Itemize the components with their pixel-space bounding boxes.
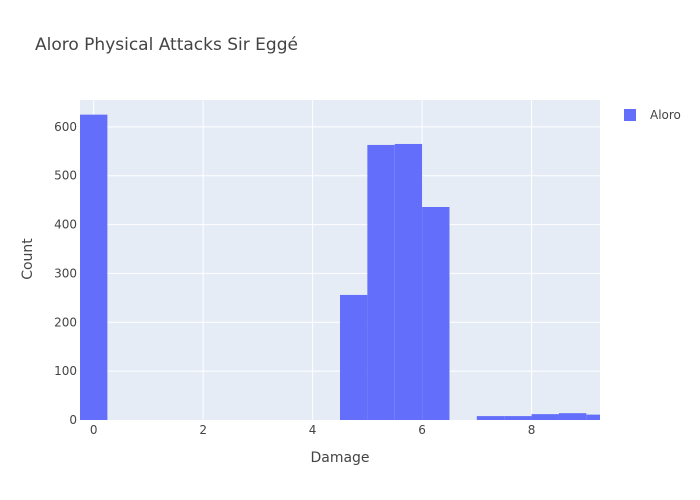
x-axis-title: Damage bbox=[310, 450, 369, 466]
y-tick-label: 0 bbox=[69, 413, 77, 427]
chart-title: Aloro Physical Attacks Sir Eggé bbox=[35, 35, 298, 55]
histogram-bar[interactable] bbox=[504, 416, 532, 420]
x-tick-label: 8 bbox=[528, 423, 536, 437]
histogram-bar[interactable] bbox=[394, 143, 423, 420]
histogram-bar[interactable] bbox=[422, 206, 450, 420]
histogram-bar[interactable] bbox=[340, 294, 368, 420]
histogram-bar[interactable] bbox=[80, 114, 108, 420]
y-tick-labels: 0 100 200 300 400 500 600 bbox=[54, 120, 77, 427]
histogram-bar[interactable] bbox=[586, 414, 600, 420]
legend-label: Aloro bbox=[650, 108, 681, 122]
x-tick-label: 4 bbox=[309, 423, 317, 437]
x-tick-label: 0 bbox=[90, 423, 98, 437]
y-tick-label: 100 bbox=[54, 364, 77, 378]
bars bbox=[80, 114, 600, 420]
legend[interactable]: Aloro bbox=[624, 108, 681, 122]
histogram-bar[interactable] bbox=[476, 416, 505, 420]
x-tick-label: 2 bbox=[199, 423, 207, 437]
histogram-bar[interactable] bbox=[531, 414, 559, 420]
x-tick-labels: 0 2 4 6 8 bbox=[90, 423, 536, 437]
y-tick-label: 200 bbox=[54, 315, 77, 329]
histogram-bar[interactable] bbox=[367, 144, 395, 420]
x-tick-label: 6 bbox=[418, 423, 426, 437]
y-tick-label: 400 bbox=[54, 218, 77, 232]
y-axis-title: Count bbox=[20, 238, 36, 280]
y-tick-label: 600 bbox=[54, 120, 77, 134]
y-tick-label: 300 bbox=[54, 266, 77, 280]
histogram-bar[interactable] bbox=[558, 413, 587, 420]
legend-swatch bbox=[624, 109, 636, 121]
y-tick-label: 500 bbox=[54, 169, 77, 183]
